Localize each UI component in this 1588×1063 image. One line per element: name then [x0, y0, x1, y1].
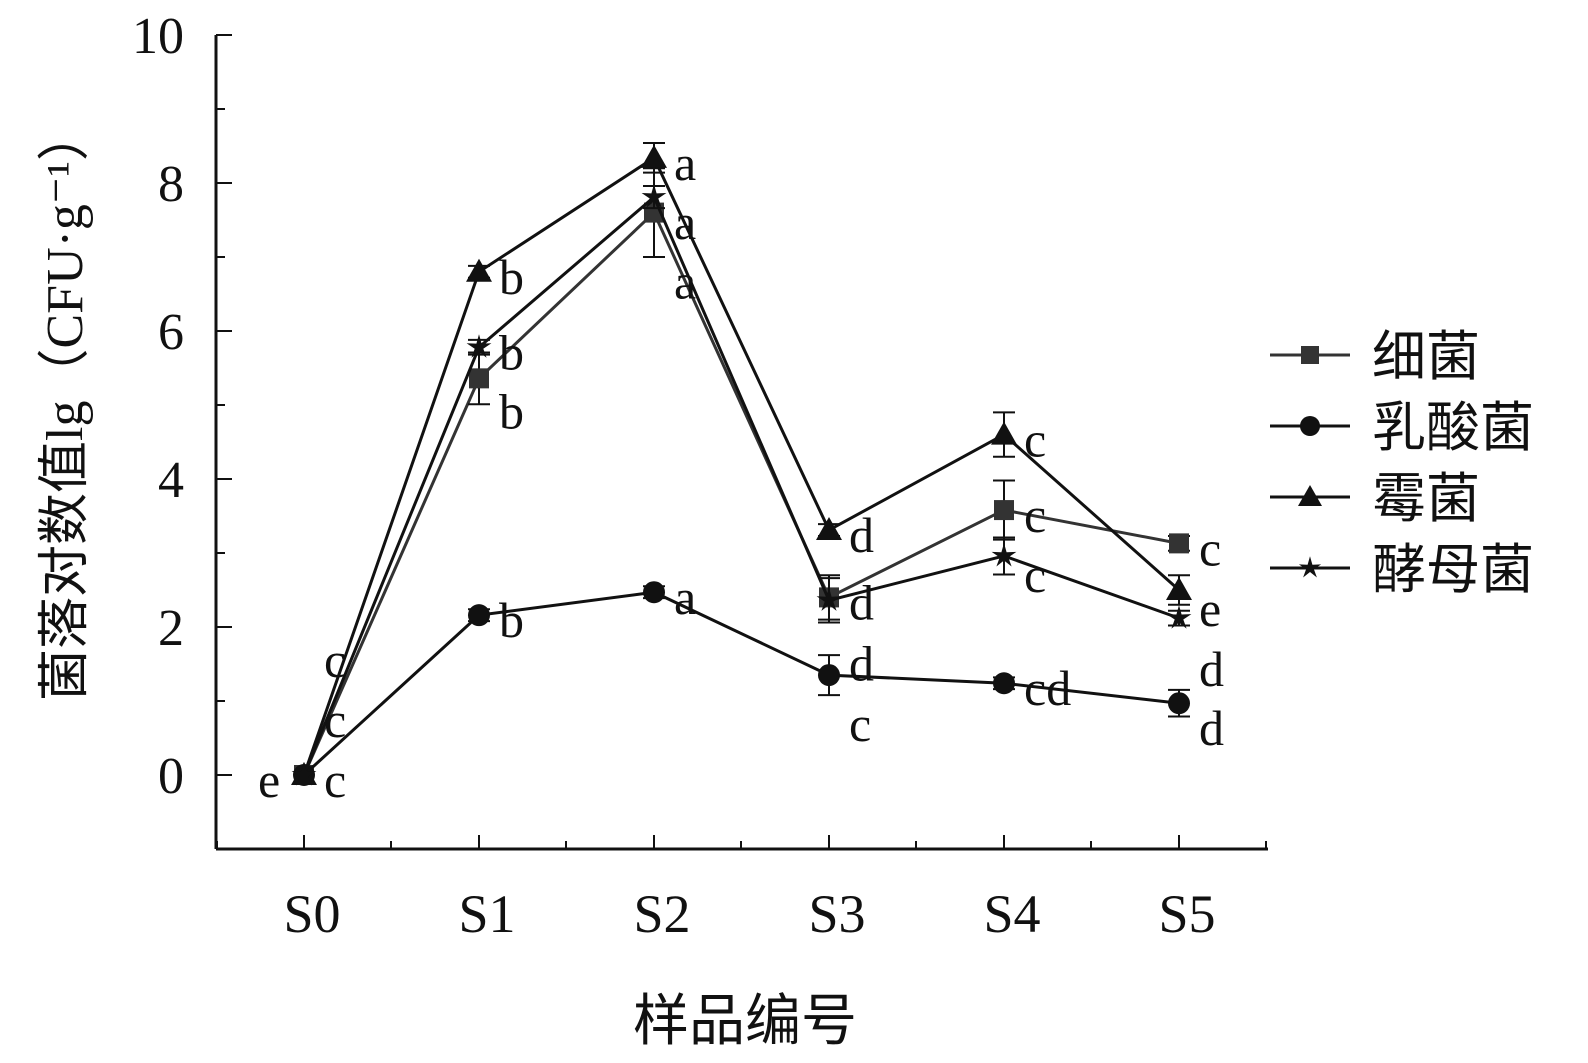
legend-item: 细菌: [1270, 327, 1480, 387]
data-point-triangle: [466, 258, 492, 282]
data-point-triangle: [991, 421, 1017, 445]
x-axis-label: 样品编号: [633, 991, 857, 1053]
y-tick-label: 0: [158, 748, 184, 805]
legend-item: 霉菌: [1270, 469, 1480, 529]
y-tick-label: 10: [132, 8, 184, 65]
x-tick-label: S1: [458, 884, 515, 944]
x-tick-label: S0: [283, 884, 340, 944]
data-point-star: [1298, 556, 1322, 578]
y-tick-label: 6: [158, 304, 184, 361]
data-point-square: [1169, 533, 1189, 554]
x-tick-label: S4: [983, 884, 1040, 944]
data-label: b: [499, 324, 524, 380]
series-line: [302, 155, 1180, 776]
data-label: d: [849, 507, 874, 563]
y-tick-label: 4: [158, 452, 184, 509]
data-point-circle: [1300, 416, 1320, 436]
legend-label: 乳酸菌: [1372, 398, 1534, 458]
data-label: c: [849, 696, 871, 752]
data-label: a: [674, 569, 696, 625]
series-layer: [291, 142, 1192, 786]
data-point-circle: [993, 672, 1015, 695]
data-label: e: [1199, 581, 1221, 637]
data-point-triangle: [816, 517, 842, 541]
series-triangle: [291, 142, 1192, 785]
legend-item: 乳酸菌: [1270, 398, 1534, 458]
data-label: c: [324, 692, 346, 748]
data-label: c: [1024, 412, 1046, 468]
x-tick-label: S2: [633, 884, 690, 944]
data-point-star: [466, 334, 492, 358]
data-label: c: [1024, 487, 1046, 543]
data-point-star: [816, 587, 842, 611]
series-line: [302, 210, 1180, 776]
data-point-circle: [468, 604, 490, 627]
data-label: d: [849, 574, 874, 630]
y-tick-label: 8: [158, 156, 184, 213]
legend-item: 酵母菌: [1270, 540, 1534, 600]
data-label: a: [674, 194, 696, 250]
data-label: a: [674, 135, 696, 191]
data-label: c: [1199, 520, 1221, 576]
data-point-circle: [818, 664, 840, 687]
data-point-triangle: [641, 144, 667, 168]
data-label: b: [499, 592, 524, 648]
data-label: d: [849, 635, 874, 691]
data-point-circle: [1168, 692, 1190, 715]
series-line: [302, 590, 1180, 777]
legend-label: 细菌: [1372, 327, 1480, 387]
y-tick-label: 2: [158, 600, 184, 657]
data-label: a: [674, 254, 696, 310]
x-tick-label: S3: [808, 884, 865, 944]
x-tick-label: S5: [1158, 884, 1215, 944]
data-label: c: [324, 752, 346, 808]
data-label: c: [324, 632, 346, 688]
data-point-star: [991, 543, 1017, 567]
data-point-triangle: [1298, 485, 1322, 506]
data-point-square: [1301, 346, 1319, 364]
data-point-triangle: [1166, 577, 1192, 600]
legend-label: 酵母菌: [1372, 540, 1534, 600]
data-label: d: [1199, 700, 1224, 756]
data-point-star: [641, 184, 667, 208]
data-label: cd: [1024, 660, 1071, 716]
series-line: [302, 194, 1180, 776]
data-point-star: [1166, 605, 1192, 629]
data-point-square: [994, 500, 1014, 521]
data-label: b: [499, 249, 524, 305]
series-circle: [293, 581, 1190, 786]
axes: 0 2 4 6 8 10 S0 S1 S2 S3 S4 S5: [132, 8, 1268, 944]
legend-label: 霉菌: [1372, 469, 1480, 529]
data-label: b: [499, 383, 524, 439]
data-point-square: [469, 368, 489, 389]
y-axis-label: 菌落对数值lg（CFU·g⁻¹）: [37, 109, 94, 701]
data-point-star: [291, 762, 317, 786]
data-label: d: [1199, 641, 1224, 697]
data-label: c: [1024, 547, 1046, 603]
series-star: [291, 184, 1192, 786]
data-label: e: [258, 752, 280, 808]
data-point-circle: [643, 581, 665, 604]
